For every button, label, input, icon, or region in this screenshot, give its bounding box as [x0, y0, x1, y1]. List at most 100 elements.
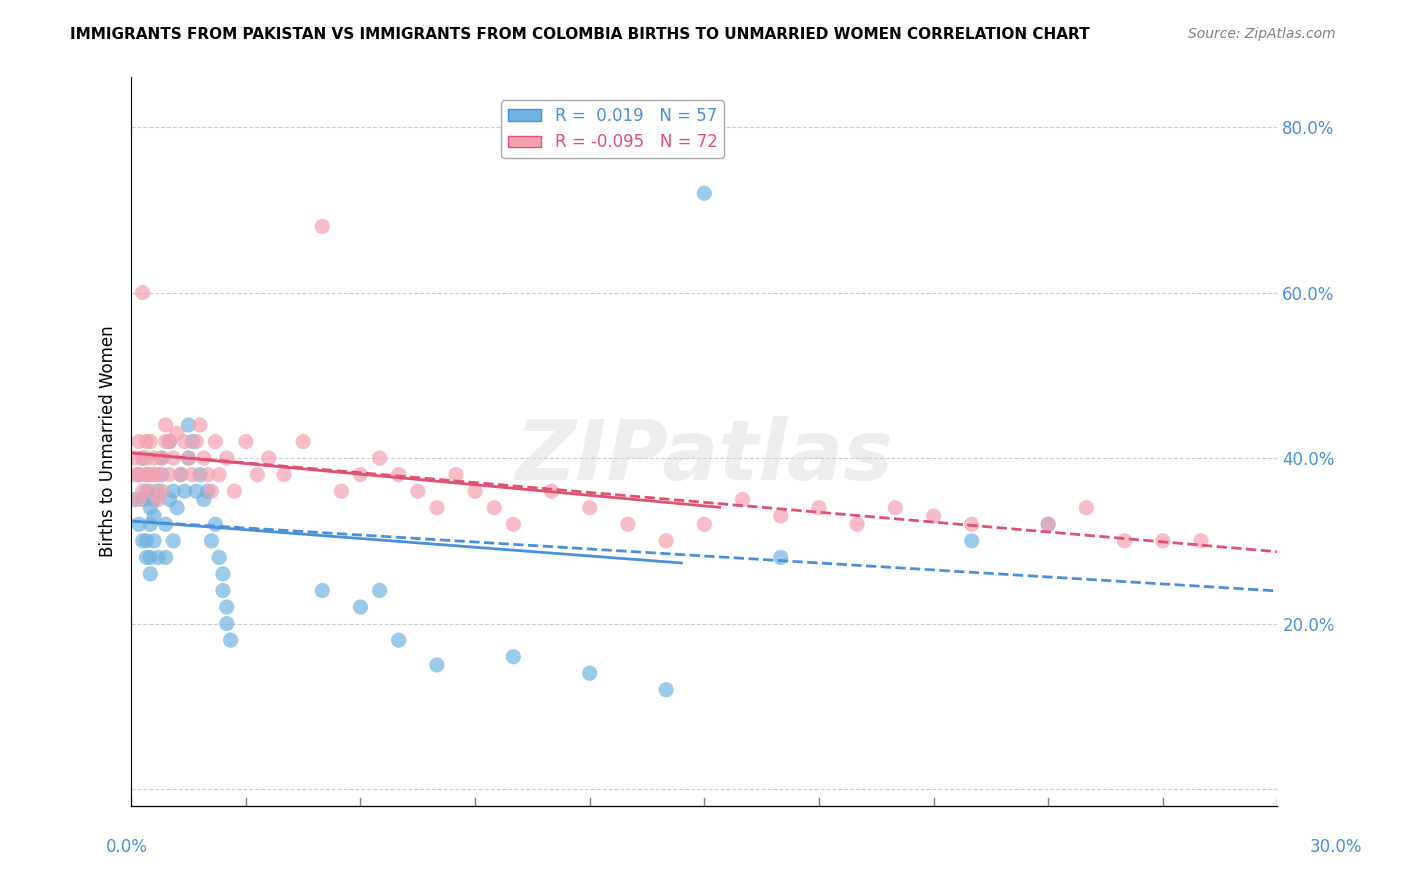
Point — [208, 467, 231, 482]
Text: 30.0%: 30.0% — [1309, 838, 1362, 856]
Point — [166, 426, 188, 441]
Y-axis label: Births to Unmarried Women: Births to Unmarried Women — [100, 326, 117, 558]
Point — [193, 492, 215, 507]
Point — [246, 467, 269, 482]
Point — [578, 500, 600, 515]
Point — [135, 467, 157, 482]
Point — [257, 451, 280, 466]
Point — [139, 500, 162, 515]
Point — [426, 500, 449, 515]
Point — [162, 533, 184, 548]
Point — [884, 500, 907, 515]
Point — [177, 417, 200, 432]
Point — [155, 434, 177, 449]
Point — [482, 500, 505, 515]
Point — [139, 566, 162, 581]
Point — [1189, 533, 1212, 548]
Point — [769, 508, 792, 523]
Point — [731, 492, 754, 507]
Point — [693, 517, 716, 532]
Point — [132, 492, 155, 507]
Point — [311, 583, 333, 598]
Point — [135, 533, 157, 548]
Point — [173, 434, 195, 449]
Point — [388, 467, 411, 482]
Point — [132, 285, 155, 300]
Point — [215, 451, 238, 466]
Point — [502, 649, 524, 664]
Point — [128, 517, 150, 532]
Point — [292, 434, 315, 449]
Point — [502, 517, 524, 532]
Point — [181, 434, 204, 449]
Point — [162, 451, 184, 466]
Point — [135, 451, 157, 466]
Point — [204, 434, 226, 449]
Point — [146, 550, 169, 565]
Point — [1152, 533, 1174, 548]
Point — [273, 467, 295, 482]
Text: IMMIGRANTS FROM PAKISTAN VS IMMIGRANTS FROM COLOMBIA BIRTHS TO UNMARRIED WOMEN C: IMMIGRANTS FROM PAKISTAN VS IMMIGRANTS F… — [70, 27, 1090, 42]
Point — [159, 492, 181, 507]
Legend: R =  0.019   N = 57, R = -0.095   N = 72: R = 0.019 N = 57, R = -0.095 N = 72 — [501, 100, 724, 158]
Point — [135, 434, 157, 449]
Point — [197, 467, 219, 482]
Point — [159, 434, 181, 449]
Point — [150, 484, 173, 499]
Point — [807, 500, 830, 515]
Point — [150, 467, 173, 482]
Point — [139, 434, 162, 449]
Point — [212, 583, 235, 598]
Point — [139, 517, 162, 532]
Point — [128, 467, 150, 482]
Point — [139, 484, 162, 499]
Point — [155, 417, 177, 432]
Point — [162, 484, 184, 499]
Point — [655, 682, 678, 697]
Point — [177, 451, 200, 466]
Point — [540, 484, 562, 499]
Point — [219, 633, 242, 648]
Point — [224, 484, 246, 499]
Point — [200, 484, 222, 499]
Point — [578, 666, 600, 681]
Point — [132, 484, 155, 499]
Point — [181, 467, 204, 482]
Point — [444, 467, 467, 482]
Point — [330, 484, 353, 499]
Point — [150, 451, 173, 466]
Point — [166, 500, 188, 515]
Point — [132, 451, 155, 466]
Point — [197, 484, 219, 499]
Point — [208, 550, 231, 565]
Point — [617, 517, 640, 532]
Point — [132, 533, 155, 548]
Point — [146, 467, 169, 482]
Point — [186, 434, 208, 449]
Point — [235, 434, 257, 449]
Point — [128, 467, 150, 482]
Point — [135, 484, 157, 499]
Point — [200, 533, 222, 548]
Point — [1036, 517, 1059, 532]
Point — [368, 451, 391, 466]
Point — [170, 467, 193, 482]
Point — [204, 517, 226, 532]
Point — [215, 616, 238, 631]
Point — [143, 492, 166, 507]
Point — [143, 451, 166, 466]
Point — [135, 550, 157, 565]
Point — [143, 508, 166, 523]
Point — [155, 517, 177, 532]
Point — [655, 533, 678, 548]
Point — [349, 467, 371, 482]
Point — [406, 484, 429, 499]
Point — [349, 600, 371, 615]
Point — [177, 451, 200, 466]
Point — [132, 451, 155, 466]
Point — [155, 550, 177, 565]
Point — [188, 417, 211, 432]
Text: 0.0%: 0.0% — [105, 838, 148, 856]
Point — [170, 467, 193, 482]
Point — [311, 219, 333, 234]
